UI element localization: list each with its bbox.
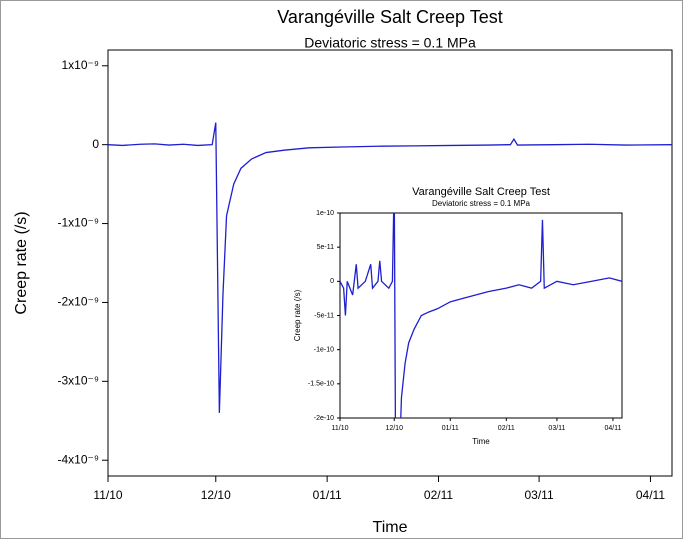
y-tick-label: -1.5e-10 bbox=[308, 381, 334, 388]
line-series bbox=[340, 213, 622, 418]
chart-subtitle: Deviatoric stress = 0.1 MPa bbox=[432, 199, 531, 208]
x-tick-label: 01/11 bbox=[442, 425, 459, 432]
x-axis-label: Time bbox=[373, 519, 408, 536]
y-tick-label: -2e-10 bbox=[314, 415, 334, 422]
x-tick-label: 03/11 bbox=[548, 425, 565, 432]
y-tick-label: -2x10⁻⁹ bbox=[58, 295, 100, 309]
chart-title: Varangéville Salt Creep Test bbox=[277, 7, 502, 27]
y-tick-label: -4x10⁻⁹ bbox=[58, 452, 100, 466]
y-axis-label: Creep rate (/s) bbox=[13, 211, 30, 314]
y-tick-label: -1e-10 bbox=[314, 347, 334, 354]
x-tick-label: 12/10 bbox=[385, 425, 403, 432]
chart-subtitle: Deviatoric stress = 0.1 MPa bbox=[304, 35, 476, 51]
y-axis-label: Creep rate (/s) bbox=[293, 289, 302, 341]
x-tick-label: 11/10 bbox=[332, 425, 349, 432]
x-tick-label: 02/11 bbox=[498, 425, 515, 432]
chart-title: Varangéville Salt Creep Test bbox=[412, 186, 550, 198]
x-tick-label: 01/11 bbox=[313, 488, 342, 502]
y-tick-label: -3x10⁻⁹ bbox=[58, 374, 100, 388]
line-series bbox=[108, 122, 672, 413]
x-tick-label: 04/11 bbox=[636, 488, 665, 502]
x-tick-label: 11/10 bbox=[93, 488, 122, 502]
x-axis-label: Time bbox=[472, 437, 490, 446]
y-tick-label: 1e-10 bbox=[316, 210, 334, 217]
y-tick-label: -1x10⁻⁹ bbox=[58, 216, 100, 230]
y-tick-label: 5e-11 bbox=[317, 244, 334, 251]
x-tick-label: 12/10 bbox=[201, 488, 231, 502]
y-tick-label: 0 bbox=[330, 278, 334, 285]
plot-area bbox=[107, 49, 673, 477]
inset-background bbox=[285, 182, 629, 450]
y-tick-label: 1x10⁻⁹ bbox=[62, 58, 100, 72]
x-tick-label: 03/11 bbox=[525, 488, 554, 502]
y-tick-label: -5e-11 bbox=[314, 312, 334, 319]
x-tick-label: 02/11 bbox=[424, 488, 453, 502]
x-tick-label: 04/11 bbox=[604, 425, 621, 432]
y-tick-label: 0 bbox=[92, 137, 99, 151]
